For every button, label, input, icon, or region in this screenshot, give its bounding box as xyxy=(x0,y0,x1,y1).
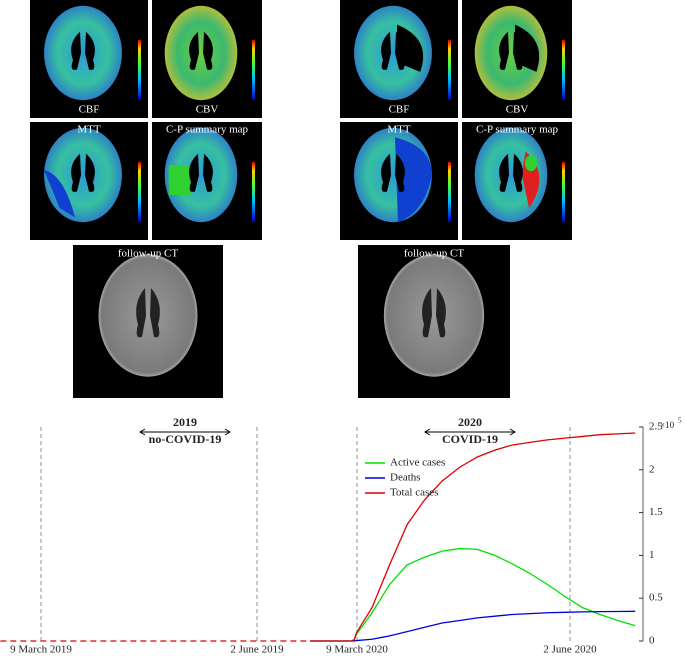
lesion xyxy=(395,137,432,223)
panel-label: CBF xyxy=(389,104,410,116)
ventricle xyxy=(136,287,160,338)
panel-label: follow-up CT xyxy=(118,248,178,260)
ventricle xyxy=(422,287,446,338)
lesion xyxy=(44,170,75,218)
ventricle xyxy=(189,153,213,192)
ventricle xyxy=(499,153,523,192)
x-tick-label: 9 March 2020 xyxy=(326,644,388,656)
ventricle xyxy=(381,153,405,192)
panel-label: MTT xyxy=(387,124,411,136)
colorbar xyxy=(138,162,141,222)
colorbar xyxy=(138,40,141,100)
period-arrow xyxy=(139,428,231,436)
period-year: 2019 xyxy=(173,415,197,429)
x-tick-label: 2 June 2019 xyxy=(230,644,284,656)
y-tick-label: 0 xyxy=(649,635,655,647)
colorbar xyxy=(562,40,565,100)
panel-label: C-P summary map xyxy=(166,124,249,136)
y-tick-label: 0.5 xyxy=(649,592,663,604)
panel-label: CBV xyxy=(196,104,219,116)
y-tick-label: 2.5 xyxy=(649,421,663,433)
x-tick-label: 9 March 2019 xyxy=(10,644,72,656)
lesion xyxy=(524,155,537,172)
brain xyxy=(44,5,122,101)
y-tick-label: 1.5 xyxy=(649,506,663,518)
y-multiplier: ×10 xyxy=(660,420,675,430)
brain xyxy=(474,5,548,101)
series-line xyxy=(310,547,636,642)
lesion xyxy=(515,24,540,72)
y-exponent: 5 xyxy=(678,417,682,425)
lesion xyxy=(397,24,424,72)
panel-label: C-P summary map xyxy=(476,124,559,136)
period-label: no-COVID-19 xyxy=(149,432,222,446)
colorbar xyxy=(448,162,451,222)
ventricle xyxy=(189,31,213,70)
brain xyxy=(383,254,485,377)
colorbar xyxy=(562,162,565,222)
legend-label: Active cases xyxy=(390,457,445,469)
period-label: COVID-19 xyxy=(442,432,498,446)
x-tick-label: 2 June 2020 xyxy=(543,644,597,656)
period-arrow xyxy=(424,428,516,436)
lesion xyxy=(168,165,191,195)
y-tick-label: 1 xyxy=(649,549,655,561)
brain xyxy=(44,127,122,223)
brain xyxy=(98,254,198,377)
ventricle xyxy=(71,31,95,70)
panel-label: follow-up CT xyxy=(404,248,464,260)
colorbar xyxy=(252,40,255,100)
ventricle xyxy=(499,31,523,70)
period-year: 2020 xyxy=(458,415,482,429)
brain xyxy=(164,127,238,223)
ventricle xyxy=(71,153,95,192)
panel-label: MTT xyxy=(77,124,101,136)
legend-label: Total cases xyxy=(390,487,438,499)
series-line xyxy=(310,610,636,642)
series-line xyxy=(310,432,636,642)
colorbar xyxy=(252,162,255,222)
ventricle xyxy=(381,31,405,70)
brain xyxy=(164,5,238,101)
colorbar xyxy=(448,40,451,100)
brain xyxy=(354,5,432,101)
panel-label: CBV xyxy=(506,104,529,116)
panel-label: CBF xyxy=(79,104,100,116)
y-tick-label: 2 xyxy=(649,463,655,475)
legend-label: Deaths xyxy=(390,472,421,484)
